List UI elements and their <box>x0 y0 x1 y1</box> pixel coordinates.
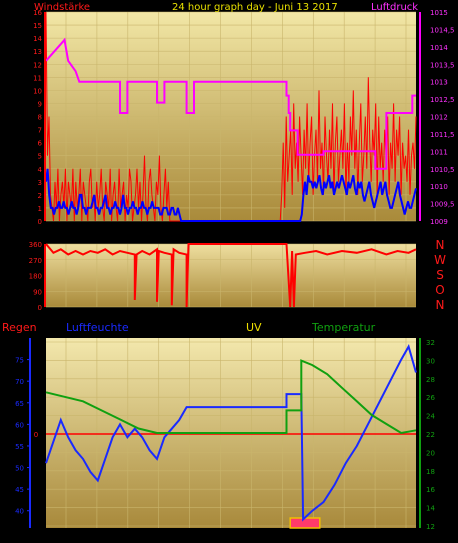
temperature-y-tick: 12 <box>426 523 435 531</box>
wind-x-tick: 21 <box>371 232 380 240</box>
humidity-label: Luftfeuchte <box>66 321 129 334</box>
wind-y-tick: 5 <box>38 153 42 161</box>
direction-y-tick: 180 <box>29 273 42 281</box>
climate-x-tick: 09 <box>278 534 287 542</box>
direction-y-tick: 0 <box>38 304 42 312</box>
pressure-y-tick: 1010 <box>430 183 448 191</box>
wind-y-tick: 6 <box>38 140 43 148</box>
chart-title: 24 hour graph day - Juni 13 2017 <box>172 2 338 13</box>
humidity-y-tick: 65 <box>15 400 24 408</box>
rain-label: Regen <box>2 321 37 334</box>
climate-x-tick: 01 <box>154 534 163 542</box>
climate-x-tick: 21 <box>371 534 380 542</box>
temperature-label: Temperatur <box>311 321 376 334</box>
pressure-y-tick: 1014 <box>430 44 448 52</box>
climate-x-tick: 17 <box>309 534 318 542</box>
direction-compass-label: W <box>434 253 446 267</box>
wind-x-tick: 01 <box>154 232 163 240</box>
pressure-y-tick: 1014,5 <box>430 26 455 34</box>
rain-zero-tick: 0 <box>34 431 38 439</box>
wind-y-tick: 16 <box>33 9 42 17</box>
climate-x-tick: 19 <box>340 534 349 542</box>
humidity-y-tick: 55 <box>15 443 24 451</box>
wind-direction-series <box>45 243 417 308</box>
pressure-y-tick: 1010,5 <box>430 166 455 174</box>
wind-x-tick: 05 <box>216 232 225 240</box>
wind-y-tick: 12 <box>33 61 42 69</box>
wind-y-tick: 13 <box>33 48 42 56</box>
climate-x-tick: 05 <box>216 534 225 542</box>
pressure-y-tick: 1012 <box>430 114 448 122</box>
humidity-y-tick: 75 <box>15 357 24 365</box>
wind-speed-label: Windstärke <box>34 2 90 13</box>
wind-x-tick: 23 <box>402 232 411 240</box>
wind-y-tick: 2 <box>38 192 42 200</box>
temperature-y-tick: 22 <box>426 431 435 439</box>
wind-x-tick: 17 <box>309 232 318 240</box>
temperature-y-tick: 30 <box>426 357 435 365</box>
climate-x-tick: 21 <box>92 534 101 542</box>
direction-compass-label: N <box>436 238 445 252</box>
temperature-y-tick: 32 <box>426 339 435 347</box>
direction-compass-label: N <box>436 298 445 312</box>
pressure-y-tick: 1011,5 <box>430 131 455 139</box>
pressure-y-tick: 1009 <box>430 218 448 226</box>
climate-x-tick: 19 <box>62 534 71 542</box>
climate-x-tick: 23 <box>402 534 411 542</box>
pressure-y-tick: 1013 <box>430 79 448 87</box>
wind-y-tick: 10 <box>33 87 42 95</box>
humidity-y-tick: 40 <box>15 508 24 516</box>
direction-y-tick: 90 <box>33 288 42 296</box>
wind-y-tick: 9 <box>38 100 42 108</box>
climate-x-tick: 07 <box>247 534 256 542</box>
wind-y-tick: 14 <box>33 35 42 43</box>
wind-x-tick: 21 <box>92 232 101 240</box>
humidity-y-tick: 70 <box>15 378 24 386</box>
climate-x-tick: 23 <box>123 534 132 542</box>
pressure-y-tick: 1009,5 <box>430 201 455 209</box>
wind-average-series <box>45 168 417 222</box>
pressure-series <box>45 37 416 170</box>
wind-y-tick: 3 <box>38 179 42 187</box>
temperature-y-tick: 20 <box>426 449 435 457</box>
wind-x-tick: 19 <box>340 232 349 240</box>
uv-label: UV <box>246 321 262 334</box>
temperature-y-tick: 18 <box>426 468 435 476</box>
temperature-y-tick: 14 <box>426 505 435 513</box>
wind-y-tick: 4 <box>38 166 43 174</box>
humidity-series <box>45 344 417 522</box>
temperature-series <box>45 359 417 435</box>
wind-y-tick: 7 <box>38 127 42 135</box>
wind-y-tick: 8 <box>38 114 42 122</box>
direction-compass-label: S <box>436 268 444 282</box>
wind-x-tick: 07 <box>247 232 256 240</box>
wind-y-tick: 11 <box>33 74 42 82</box>
uv-bar <box>289 517 321 529</box>
climate-x-tick: 03 <box>185 534 194 542</box>
pressure-y-tick: 1013,5 <box>430 61 455 69</box>
wind-y-tick: 15 <box>33 22 42 30</box>
pressure-y-tick: 1012,5 <box>430 96 455 104</box>
humidity-y-tick: 45 <box>15 486 24 494</box>
wind-x-tick: 19 <box>62 232 71 240</box>
humidity-y-tick: 50 <box>15 465 24 473</box>
pressure-y-tick: 1015 <box>430 9 448 17</box>
temperature-y-tick: 16 <box>426 486 435 494</box>
temperature-y-tick: 24 <box>426 413 435 421</box>
wind-y-tick: 1 <box>38 205 42 213</box>
temperature-y-tick: 28 <box>426 376 435 384</box>
humidity-y-tick: 60 <box>15 421 24 429</box>
wind-x-tick: 09 <box>278 232 287 240</box>
direction-compass-label: O <box>435 283 444 297</box>
pressure-label: Luftdruck <box>371 2 418 13</box>
wind-y-tick: 0 <box>38 218 42 226</box>
temperature-y-tick: 26 <box>426 394 435 402</box>
wind-x-tick: 23 <box>123 232 132 240</box>
pressure-y-tick: 1011 <box>430 148 448 156</box>
direction-y-tick: 360 <box>29 241 42 249</box>
direction-y-tick: 270 <box>29 257 42 265</box>
wind-x-tick: 03 <box>185 232 194 240</box>
